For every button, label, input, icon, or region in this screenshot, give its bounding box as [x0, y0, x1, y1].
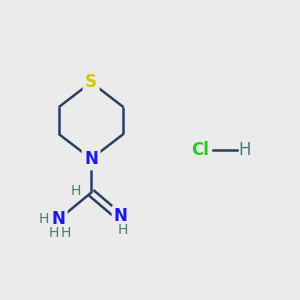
- Text: H: H: [118, 223, 128, 237]
- Text: N: N: [114, 207, 128, 225]
- Text: N: N: [84, 150, 98, 168]
- Text: H: H: [238, 141, 250, 159]
- Text: Cl: Cl: [191, 141, 209, 159]
- Text: H: H: [70, 184, 81, 198]
- Text: H: H: [60, 226, 71, 240]
- Text: N: N: [52, 210, 66, 228]
- Text: H: H: [49, 226, 59, 240]
- Text: H: H: [39, 212, 49, 226]
- Text: S: S: [85, 73, 97, 91]
